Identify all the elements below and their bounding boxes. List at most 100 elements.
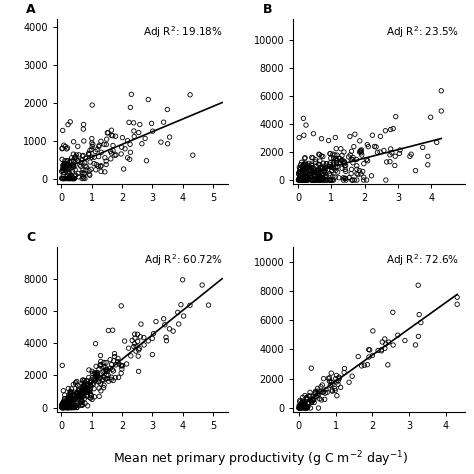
- Point: [189, 151, 197, 159]
- Point: [315, 150, 323, 158]
- Point: [378, 338, 386, 346]
- Point: [341, 159, 348, 166]
- Point: [64, 396, 72, 404]
- Point: [74, 391, 82, 399]
- Point: [72, 402, 80, 410]
- Point: [299, 168, 306, 176]
- Point: [72, 401, 79, 409]
- Point: [143, 157, 150, 164]
- Point: [103, 129, 111, 137]
- Point: [355, 353, 362, 360]
- Point: [62, 404, 69, 411]
- Point: [323, 160, 330, 167]
- Point: [296, 168, 303, 175]
- Point: [298, 176, 306, 184]
- Point: [109, 366, 116, 374]
- Point: [66, 394, 73, 402]
- Point: [300, 176, 307, 184]
- Point: [186, 91, 194, 99]
- Point: [295, 170, 302, 178]
- Point: [118, 144, 126, 151]
- Point: [84, 380, 91, 388]
- Point: [64, 402, 71, 410]
- Point: [389, 125, 397, 132]
- Point: [297, 173, 304, 181]
- Point: [92, 372, 100, 379]
- Point: [82, 155, 89, 162]
- Point: [70, 388, 78, 396]
- Point: [58, 404, 66, 411]
- Point: [75, 399, 83, 407]
- Point: [302, 176, 310, 184]
- Point: [75, 392, 82, 400]
- Point: [305, 168, 313, 175]
- Point: [107, 147, 114, 155]
- Point: [102, 141, 110, 148]
- Point: [137, 320, 145, 328]
- Point: [74, 391, 82, 399]
- Point: [310, 392, 317, 400]
- Point: [374, 346, 382, 354]
- Point: [299, 399, 306, 407]
- Point: [64, 161, 71, 169]
- Point: [65, 404, 73, 411]
- Point: [103, 367, 111, 375]
- Point: [321, 176, 329, 184]
- Point: [90, 380, 97, 387]
- Point: [58, 401, 66, 409]
- Point: [97, 162, 105, 169]
- Point: [296, 402, 303, 410]
- Point: [61, 391, 69, 399]
- Point: [412, 167, 419, 174]
- Point: [296, 401, 304, 409]
- Point: [302, 404, 310, 412]
- Point: [315, 173, 323, 181]
- Point: [300, 115, 307, 122]
- Point: [305, 167, 312, 175]
- Point: [111, 374, 119, 382]
- Point: [125, 118, 133, 126]
- Point: [126, 140, 134, 148]
- Point: [392, 153, 399, 160]
- Point: [388, 149, 396, 156]
- Point: [96, 362, 104, 370]
- Point: [91, 369, 99, 376]
- Point: [295, 169, 303, 176]
- Point: [64, 169, 72, 177]
- Point: [104, 129, 112, 137]
- Point: [59, 162, 67, 170]
- Point: [60, 387, 67, 394]
- Point: [340, 160, 348, 167]
- Point: [66, 163, 73, 170]
- Point: [302, 402, 310, 410]
- Point: [60, 404, 67, 411]
- Point: [115, 374, 122, 381]
- Point: [328, 379, 335, 386]
- Point: [361, 362, 368, 369]
- Point: [64, 385, 72, 392]
- Point: [315, 174, 323, 182]
- Point: [101, 154, 109, 162]
- Point: [308, 164, 315, 171]
- Point: [377, 133, 384, 140]
- Point: [65, 175, 73, 182]
- Point: [298, 173, 306, 181]
- Point: [92, 376, 100, 384]
- Point: [311, 390, 319, 397]
- Point: [68, 173, 76, 181]
- Point: [322, 162, 329, 170]
- Point: [392, 113, 400, 120]
- Point: [85, 366, 93, 374]
- Point: [301, 176, 308, 184]
- Point: [65, 175, 73, 182]
- Point: [68, 404, 75, 411]
- Point: [304, 165, 311, 173]
- Point: [134, 330, 141, 338]
- Point: [69, 391, 76, 398]
- Point: [327, 172, 334, 179]
- Point: [72, 380, 80, 388]
- Text: D: D: [263, 231, 273, 244]
- Point: [304, 399, 312, 407]
- Point: [319, 164, 326, 172]
- Point: [298, 176, 306, 184]
